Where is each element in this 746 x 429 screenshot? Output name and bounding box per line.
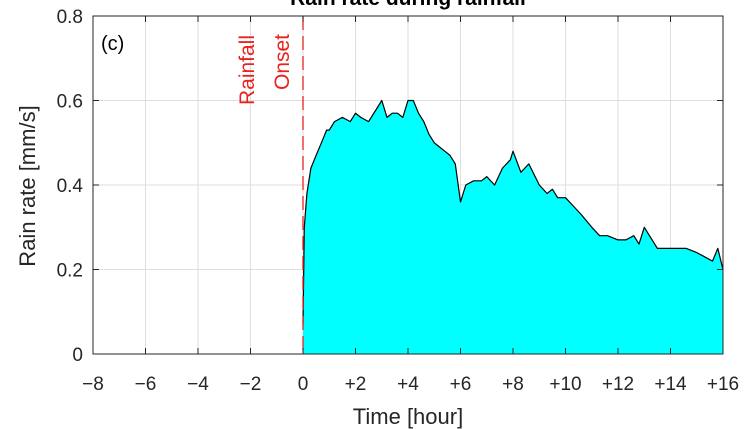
rain-rate-area xyxy=(303,100,723,354)
tick-marks xyxy=(92,15,724,355)
x-tick-label: −4 xyxy=(187,374,209,395)
x-tick-label: −6 xyxy=(135,374,157,395)
y-tick-labels: 0 0.2 0.4 0.6 0.8 xyxy=(57,7,84,366)
x-tick-label: +16 xyxy=(707,374,739,395)
data-area-layer xyxy=(302,99,724,354)
x-tick-label: 0 xyxy=(298,374,309,395)
onset-label-line1: Rainfall xyxy=(236,35,259,105)
onset-label-line2: Onset xyxy=(271,34,294,90)
x-tick-label: −2 xyxy=(240,374,262,395)
x-tick-labels: −8 −6 −4 −2 0 +2 +4 +6 +8 +10 +12 +14 +16 xyxy=(82,374,739,395)
chart-title: Rain rate during rainfall xyxy=(290,0,526,10)
x-axis-label: Time [hour] xyxy=(353,404,463,429)
x-tick-label: −8 xyxy=(82,374,104,395)
y-tick-label: 0.6 xyxy=(57,92,83,113)
y-tick-label: 0.4 xyxy=(57,176,84,197)
rain-rate-line xyxy=(302,99,724,325)
x-tick-label: +14 xyxy=(654,374,687,395)
y-tick-label: 0 xyxy=(72,345,83,366)
x-tick-label: +12 xyxy=(602,374,634,395)
y-tick-label: 0.2 xyxy=(57,261,83,282)
x-tick-label: +10 xyxy=(549,374,581,395)
y-tick-label: 0.8 xyxy=(57,7,83,28)
x-tick-label: +2 xyxy=(345,374,367,395)
onset-layer: Rainfall Onset xyxy=(236,16,304,354)
y-axis-label: Rain rate [mm/s] xyxy=(15,105,40,266)
panel-label: (c) xyxy=(101,33,124,55)
x-tick-label: +6 xyxy=(450,374,472,395)
x-tick-label: +4 xyxy=(397,374,419,395)
x-tick-label: +8 xyxy=(502,374,524,395)
